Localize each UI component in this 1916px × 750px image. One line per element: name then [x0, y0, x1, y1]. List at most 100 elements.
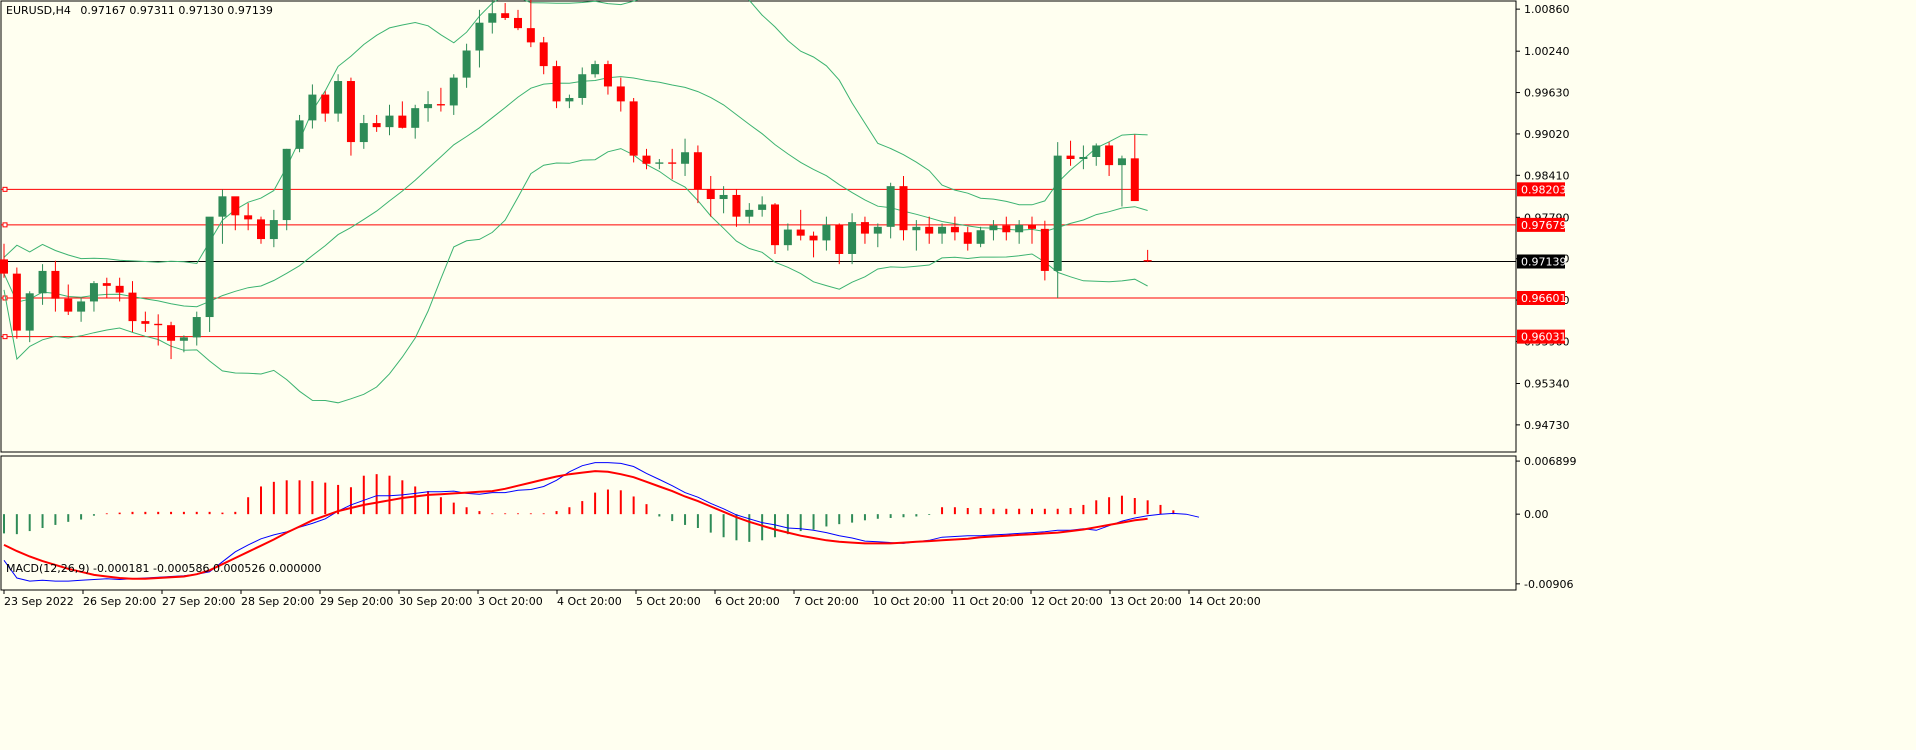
time-tick-label: 26 Sep 20:00: [83, 595, 156, 608]
macd-tick-label: 0.00: [1524, 508, 1549, 521]
candle-body: [693, 152, 702, 190]
candle-body: [475, 22, 484, 51]
level-anchor: [2, 334, 8, 340]
level-label: 0.96031: [1521, 331, 1567, 344]
candle-body: [758, 204, 767, 210]
candle-body: [0, 259, 8, 274]
candle-body: [231, 196, 240, 216]
candle-body: [501, 13, 510, 18]
candle-body: [1002, 225, 1011, 233]
candle-body: [629, 101, 638, 156]
time-tick-label: 7 Oct 20:00: [794, 595, 859, 608]
time-tick-label: 27 Sep 20:00: [162, 595, 235, 608]
candle-body: [976, 230, 985, 244]
candle-body: [257, 219, 265, 240]
candle-body: [488, 13, 497, 23]
candle-body: [25, 293, 34, 331]
candle-body: [321, 94, 330, 114]
candle-body: [167, 325, 176, 341]
candle-body: [244, 215, 253, 220]
candle-body: [783, 229, 792, 246]
price-tick-label: 0.95340: [1524, 378, 1570, 391]
candle-body: [514, 17, 522, 29]
candle-body: [295, 120, 304, 149]
macd-header: MACD(12,26,9) -0.000181 -0.000586 0.0005…: [6, 562, 322, 575]
level-label: 0.97679: [1521, 219, 1567, 232]
candle-body: [578, 74, 587, 98]
candle-body: [848, 222, 857, 254]
candle-body: [398, 115, 407, 128]
candle-body: [179, 337, 188, 341]
candle-body: [1066, 155, 1075, 160]
candle-body: [835, 224, 844, 254]
candle-body: [1117, 158, 1126, 166]
ohlc-readout: 0.97167 0.97311 0.97130 0.97139: [80, 4, 273, 17]
level-tag: [1517, 217, 1565, 232]
candle-body: [963, 232, 972, 244]
candle-body: [462, 50, 471, 78]
candle-body: [385, 115, 394, 128]
candle-body: [809, 235, 818, 241]
level-tag: [1517, 329, 1565, 344]
symbol-label: EURUSD,H4: [6, 4, 71, 17]
candle-body: [616, 86, 625, 102]
candle-body: [411, 108, 420, 128]
candle-body: [526, 28, 535, 43]
candle-body: [873, 226, 882, 234]
candle-body: [449, 77, 458, 106]
candle-body: [282, 148, 291, 221]
candle-body: [154, 323, 163, 326]
time-tick-label: 13 Oct 20:00: [1110, 595, 1182, 608]
candle-body: [886, 186, 895, 227]
price-tick-label: 0.99630: [1524, 87, 1570, 100]
candle-body: [1130, 158, 1139, 202]
candle-body: [950, 226, 959, 233]
candle-body: [732, 194, 741, 217]
price-tick-label: 0.98410: [1524, 169, 1570, 182]
candle-body: [192, 317, 201, 338]
candle-body: [141, 321, 150, 324]
level-label: 0.98203: [1521, 183, 1567, 196]
candle-body: [128, 292, 137, 322]
candle-body: [102, 283, 111, 286]
candle-body: [372, 123, 381, 128]
candle-body: [603, 64, 612, 87]
candle-body: [334, 81, 343, 114]
candle-body: [205, 216, 214, 318]
candle-body: [719, 194, 728, 200]
time-tick-label: 4 Oct 20:00: [557, 595, 622, 608]
bollinger-upper: [3, 0, 1148, 265]
price-tick-label: 0.94730: [1524, 419, 1570, 432]
candle-body: [346, 81, 355, 143]
candle-body: [745, 209, 754, 217]
candle-body: [796, 229, 805, 236]
candle-body: [539, 42, 548, 67]
candle-body: [1143, 260, 1152, 262]
level-tag: [1517, 182, 1565, 197]
time-tick-label: 30 Sep 20:00: [399, 595, 472, 608]
candle-body: [989, 225, 998, 231]
time-tick-label: 11 Oct 20:00: [952, 595, 1024, 608]
current-price-label: 0.97139: [1521, 255, 1567, 268]
time-tick-label: 3 Oct 20:00: [478, 595, 543, 608]
price-tick-label: 1.00860: [1524, 3, 1570, 16]
candle-body: [1015, 224, 1024, 233]
candle-body: [12, 273, 21, 331]
candle-body: [51, 270, 60, 299]
time-tick-label: 5 Oct 20:00: [636, 595, 701, 608]
candle-body: [218, 196, 227, 217]
candle-body: [912, 226, 921, 231]
candle-body: [552, 66, 561, 102]
level-anchor: [2, 222, 8, 228]
macd-tick-label: 0.006899: [1524, 455, 1577, 468]
time-tick-label: 28 Sep 20:00: [241, 595, 314, 608]
level-label: 0.96601: [1521, 292, 1567, 305]
candle-body: [1092, 145, 1101, 157]
candle-body: [899, 186, 908, 231]
chart-header: EURUSD,H4 0.97167 0.97311 0.97130 0.9713…: [6, 4, 273, 17]
candle-body: [1105, 145, 1114, 166]
candle-body: [77, 301, 86, 312]
current-price-tag: [1517, 254, 1565, 269]
